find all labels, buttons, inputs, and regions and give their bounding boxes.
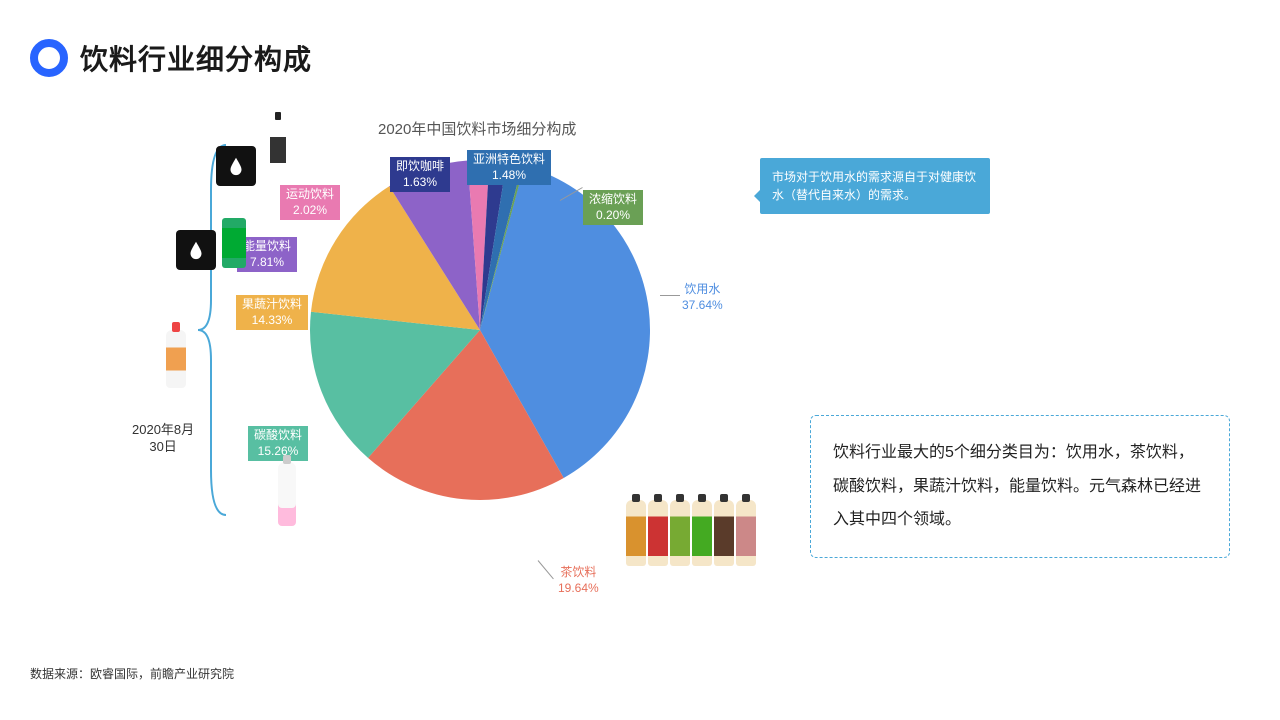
- tea-bottle: [670, 500, 690, 566]
- product-bottle: [166, 330, 186, 388]
- slice-label: 能量饮料7.81%: [237, 237, 297, 272]
- chart-title: 2020年中国饮料市场细分构成: [378, 118, 576, 139]
- page-header: 饮料行业细分构成: [30, 38, 312, 78]
- slice-label: 亚洲特色饮料1.48%: [467, 150, 551, 185]
- tea-bottle: [626, 500, 646, 566]
- tea-bottle-row: [626, 500, 756, 566]
- info-box: 饮料行业最大的5个细分类目为：饮用水，茶饮料，碳酸饮料，果蔬汁饮料，能量饮料。元…: [810, 415, 1230, 558]
- callout-text: 市场对于饮用水的需求源自于对健康饮水（替代自来水）的需求。: [772, 170, 976, 202]
- slice-label: 碳酸饮料15.26%: [248, 426, 308, 461]
- slice-label: 即饮咖啡1.63%: [390, 157, 450, 192]
- page-title: 饮料行业细分构成: [80, 38, 312, 78]
- product-bottle: [270, 118, 286, 182]
- bullet-icon: [30, 39, 68, 77]
- callout-box: 市场对于饮用水的需求源自于对健康饮水（替代自来水）的需求。: [760, 158, 990, 214]
- tea-bottle: [714, 500, 734, 566]
- slice-label: 果蔬汁饮料14.33%: [236, 295, 308, 330]
- tea-bottle: [736, 500, 756, 566]
- tea-bottle: [692, 500, 712, 566]
- info-text: 饮料行业最大的5个细分类目为：饮用水，茶饮料，碳酸饮料，果蔬汁饮料，能量饮料。元…: [833, 444, 1201, 528]
- product-can: [222, 218, 246, 268]
- slice-label: 浓缩饮料0.20%: [583, 190, 643, 225]
- slice-label: 茶饮料19.64%: [552, 563, 605, 598]
- product-icon: [216, 146, 256, 186]
- leader-line: [660, 295, 680, 296]
- slice-label: 运动饮料2.02%: [280, 185, 340, 220]
- slice-label: 饮用水37.64%: [676, 280, 729, 315]
- tea-bottle: [648, 500, 668, 566]
- product-bottle: [278, 462, 296, 526]
- product-icon: [176, 230, 216, 270]
- brace-icon: [196, 140, 232, 520]
- date-label: 2020年8月 30日: [132, 422, 194, 456]
- data-source: 数据来源：欧睿国际，前瞻产业研究院: [30, 665, 234, 682]
